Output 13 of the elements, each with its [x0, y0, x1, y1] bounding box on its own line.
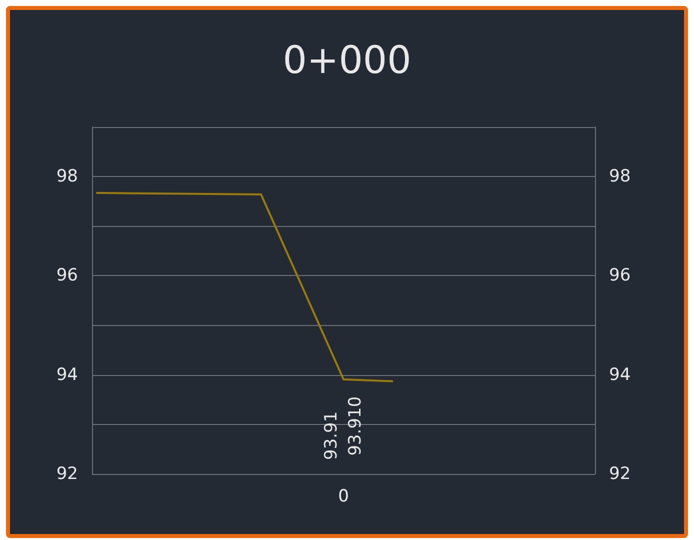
y2-tick-label: 92	[609, 464, 631, 484]
annotation: 93.91	[322, 411, 342, 460]
x-tick-label: 0	[338, 486, 349, 506]
line-series	[95, 192, 394, 382]
annotation: 93.910	[346, 396, 366, 456]
chart-title: 0+000	[282, 38, 412, 82]
y2-tick-label: 96	[609, 266, 631, 286]
y2-tick-label: 98	[609, 166, 631, 187]
y-tick-label: 96	[56, 266, 78, 286]
y-tick-label: 94	[56, 364, 78, 385]
y2-tick-label: 94	[609, 364, 631, 385]
y-tick-label: 92	[56, 464, 78, 484]
y-tick-label: 98	[56, 166, 78, 187]
